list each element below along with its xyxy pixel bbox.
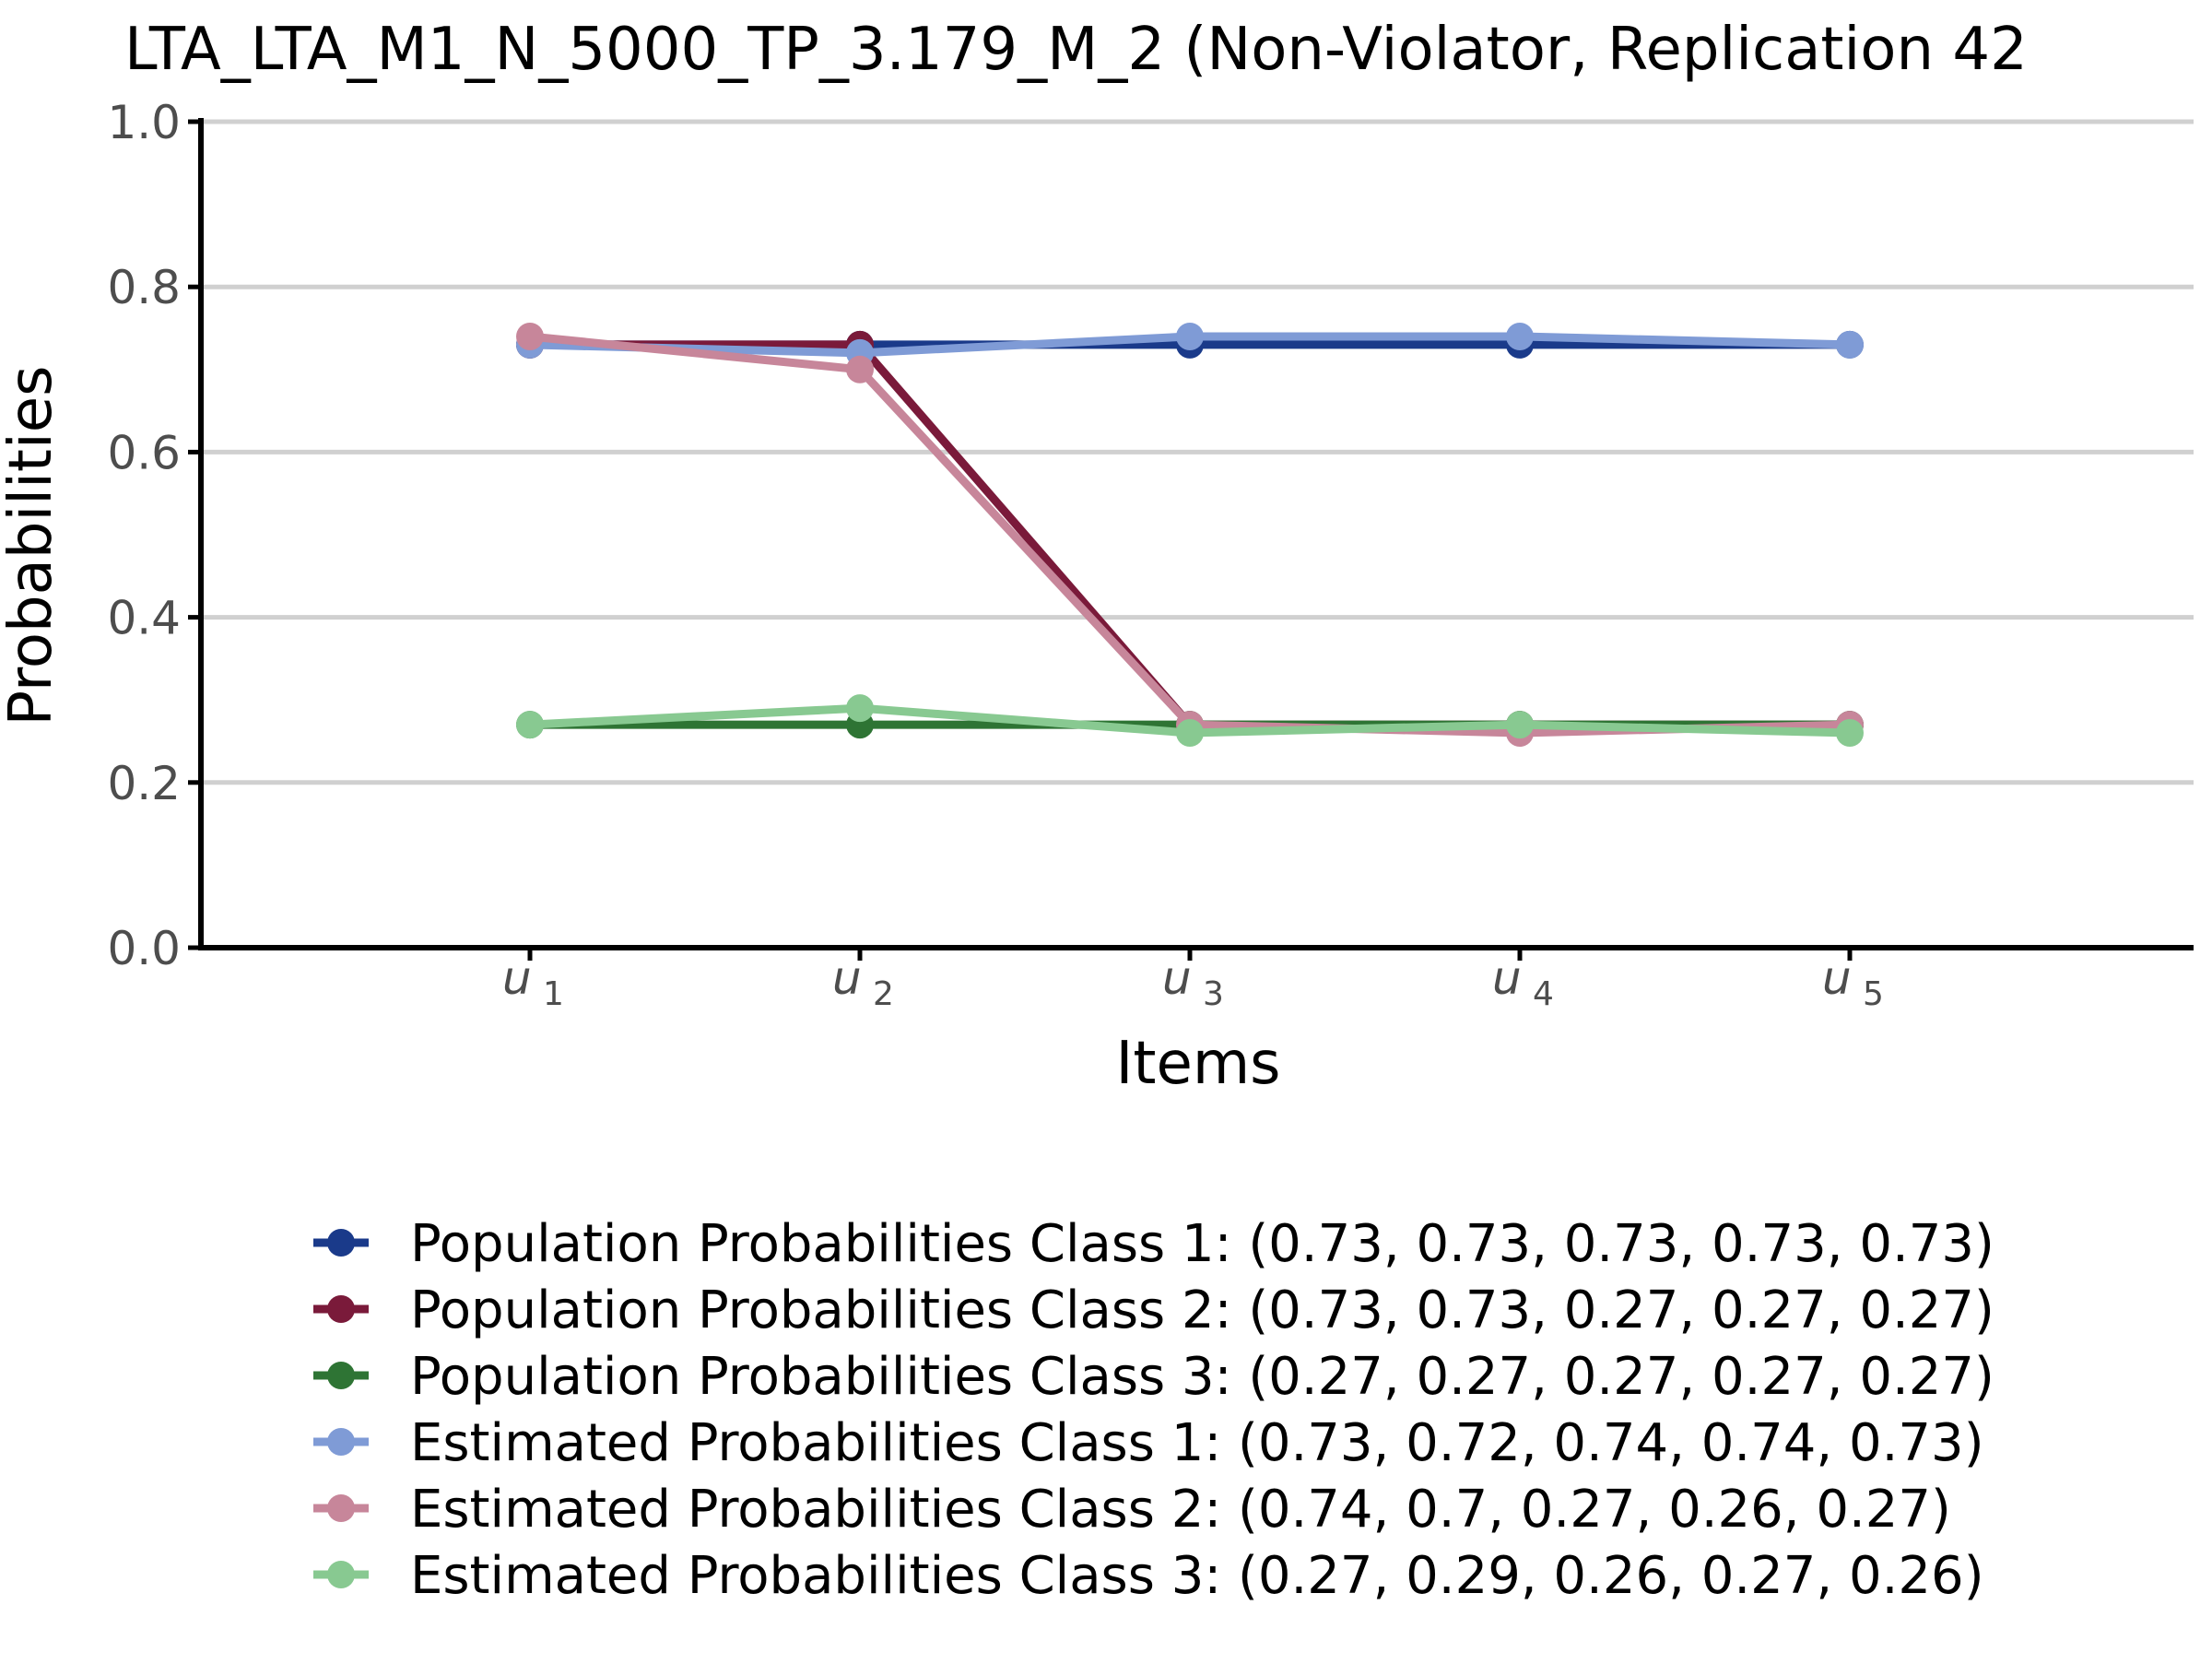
x-tick-label-subscript: 4 <box>1533 975 1554 1013</box>
y-tick-label: 0.8 <box>107 261 181 314</box>
x-tick-label: u <box>832 951 862 1005</box>
x-tick-label: u <box>1162 951 1192 1005</box>
legend-key-point <box>327 1229 355 1257</box>
y-tick-label: 1.0 <box>107 96 181 149</box>
legend-key-point <box>327 1295 355 1323</box>
legend-label: Estimated Probabilities Class 2: (0.74, … <box>410 1480 1951 1540</box>
data-point <box>516 322 544 350</box>
y-tick-label: 0.2 <box>107 757 181 810</box>
series-line-5 <box>525 332 1854 738</box>
series-line-2 <box>525 340 1854 729</box>
data-point <box>1836 719 1864 748</box>
x-tick-label-subscript: 1 <box>543 975 564 1013</box>
y-tick-label: 0.4 <box>107 592 181 645</box>
gridlines <box>201 119 2194 785</box>
y-tick-labels: 0.0 0.2 0.4 0.6 0.8 1.0 <box>107 96 181 975</box>
legend-key-point <box>327 1362 355 1389</box>
data-point <box>1176 322 1204 350</box>
legend-key-point <box>327 1561 355 1588</box>
legend-label: Population Probabilities Class 1: (0.73,… <box>410 1214 1994 1274</box>
chart-title: LTA_LTA_M1_N_5000_TP_3.179_M_2 (Non-Viol… <box>124 16 2028 84</box>
x-tick-label-subscript: 2 <box>873 975 894 1013</box>
data-point <box>516 711 544 739</box>
data-point <box>846 355 874 384</box>
x-axis-title: Items <box>1115 1030 1280 1098</box>
x-tick-label: u <box>1822 951 1852 1005</box>
series-lines <box>516 322 1864 748</box>
data-point <box>1836 330 1864 359</box>
legend-label: Population Probabilities Class 2: (0.73,… <box>410 1280 1994 1340</box>
y-tick-label: 0.6 <box>107 426 181 479</box>
legend-label: Estimated Probabilities Class 1: (0.73, … <box>410 1413 1984 1473</box>
legend-label: Population Probabilities Class 3: (0.27,… <box>410 1347 1994 1407</box>
data-point <box>1506 322 1534 350</box>
x-tick-label-subscript: 3 <box>1203 975 1224 1013</box>
y-axis-title: Probabilities <box>0 366 65 726</box>
axes <box>188 118 2194 961</box>
y-tick-label: 0.0 <box>107 922 181 975</box>
data-point <box>1506 711 1534 739</box>
data-point <box>1176 719 1204 748</box>
legend-label: Estimated Probabilities Class 3: (0.27, … <box>410 1546 1984 1606</box>
legend-key-point <box>327 1494 355 1522</box>
x-tick-label: u <box>502 951 532 1005</box>
x-tick-label-subscript: 5 <box>1863 975 1884 1013</box>
data-point <box>846 694 874 723</box>
x-tick-label: u <box>1492 951 1522 1005</box>
legend: Population Probabilities Class 1: (0.73,… <box>313 1214 1994 1606</box>
legend-key-point <box>327 1428 355 1456</box>
